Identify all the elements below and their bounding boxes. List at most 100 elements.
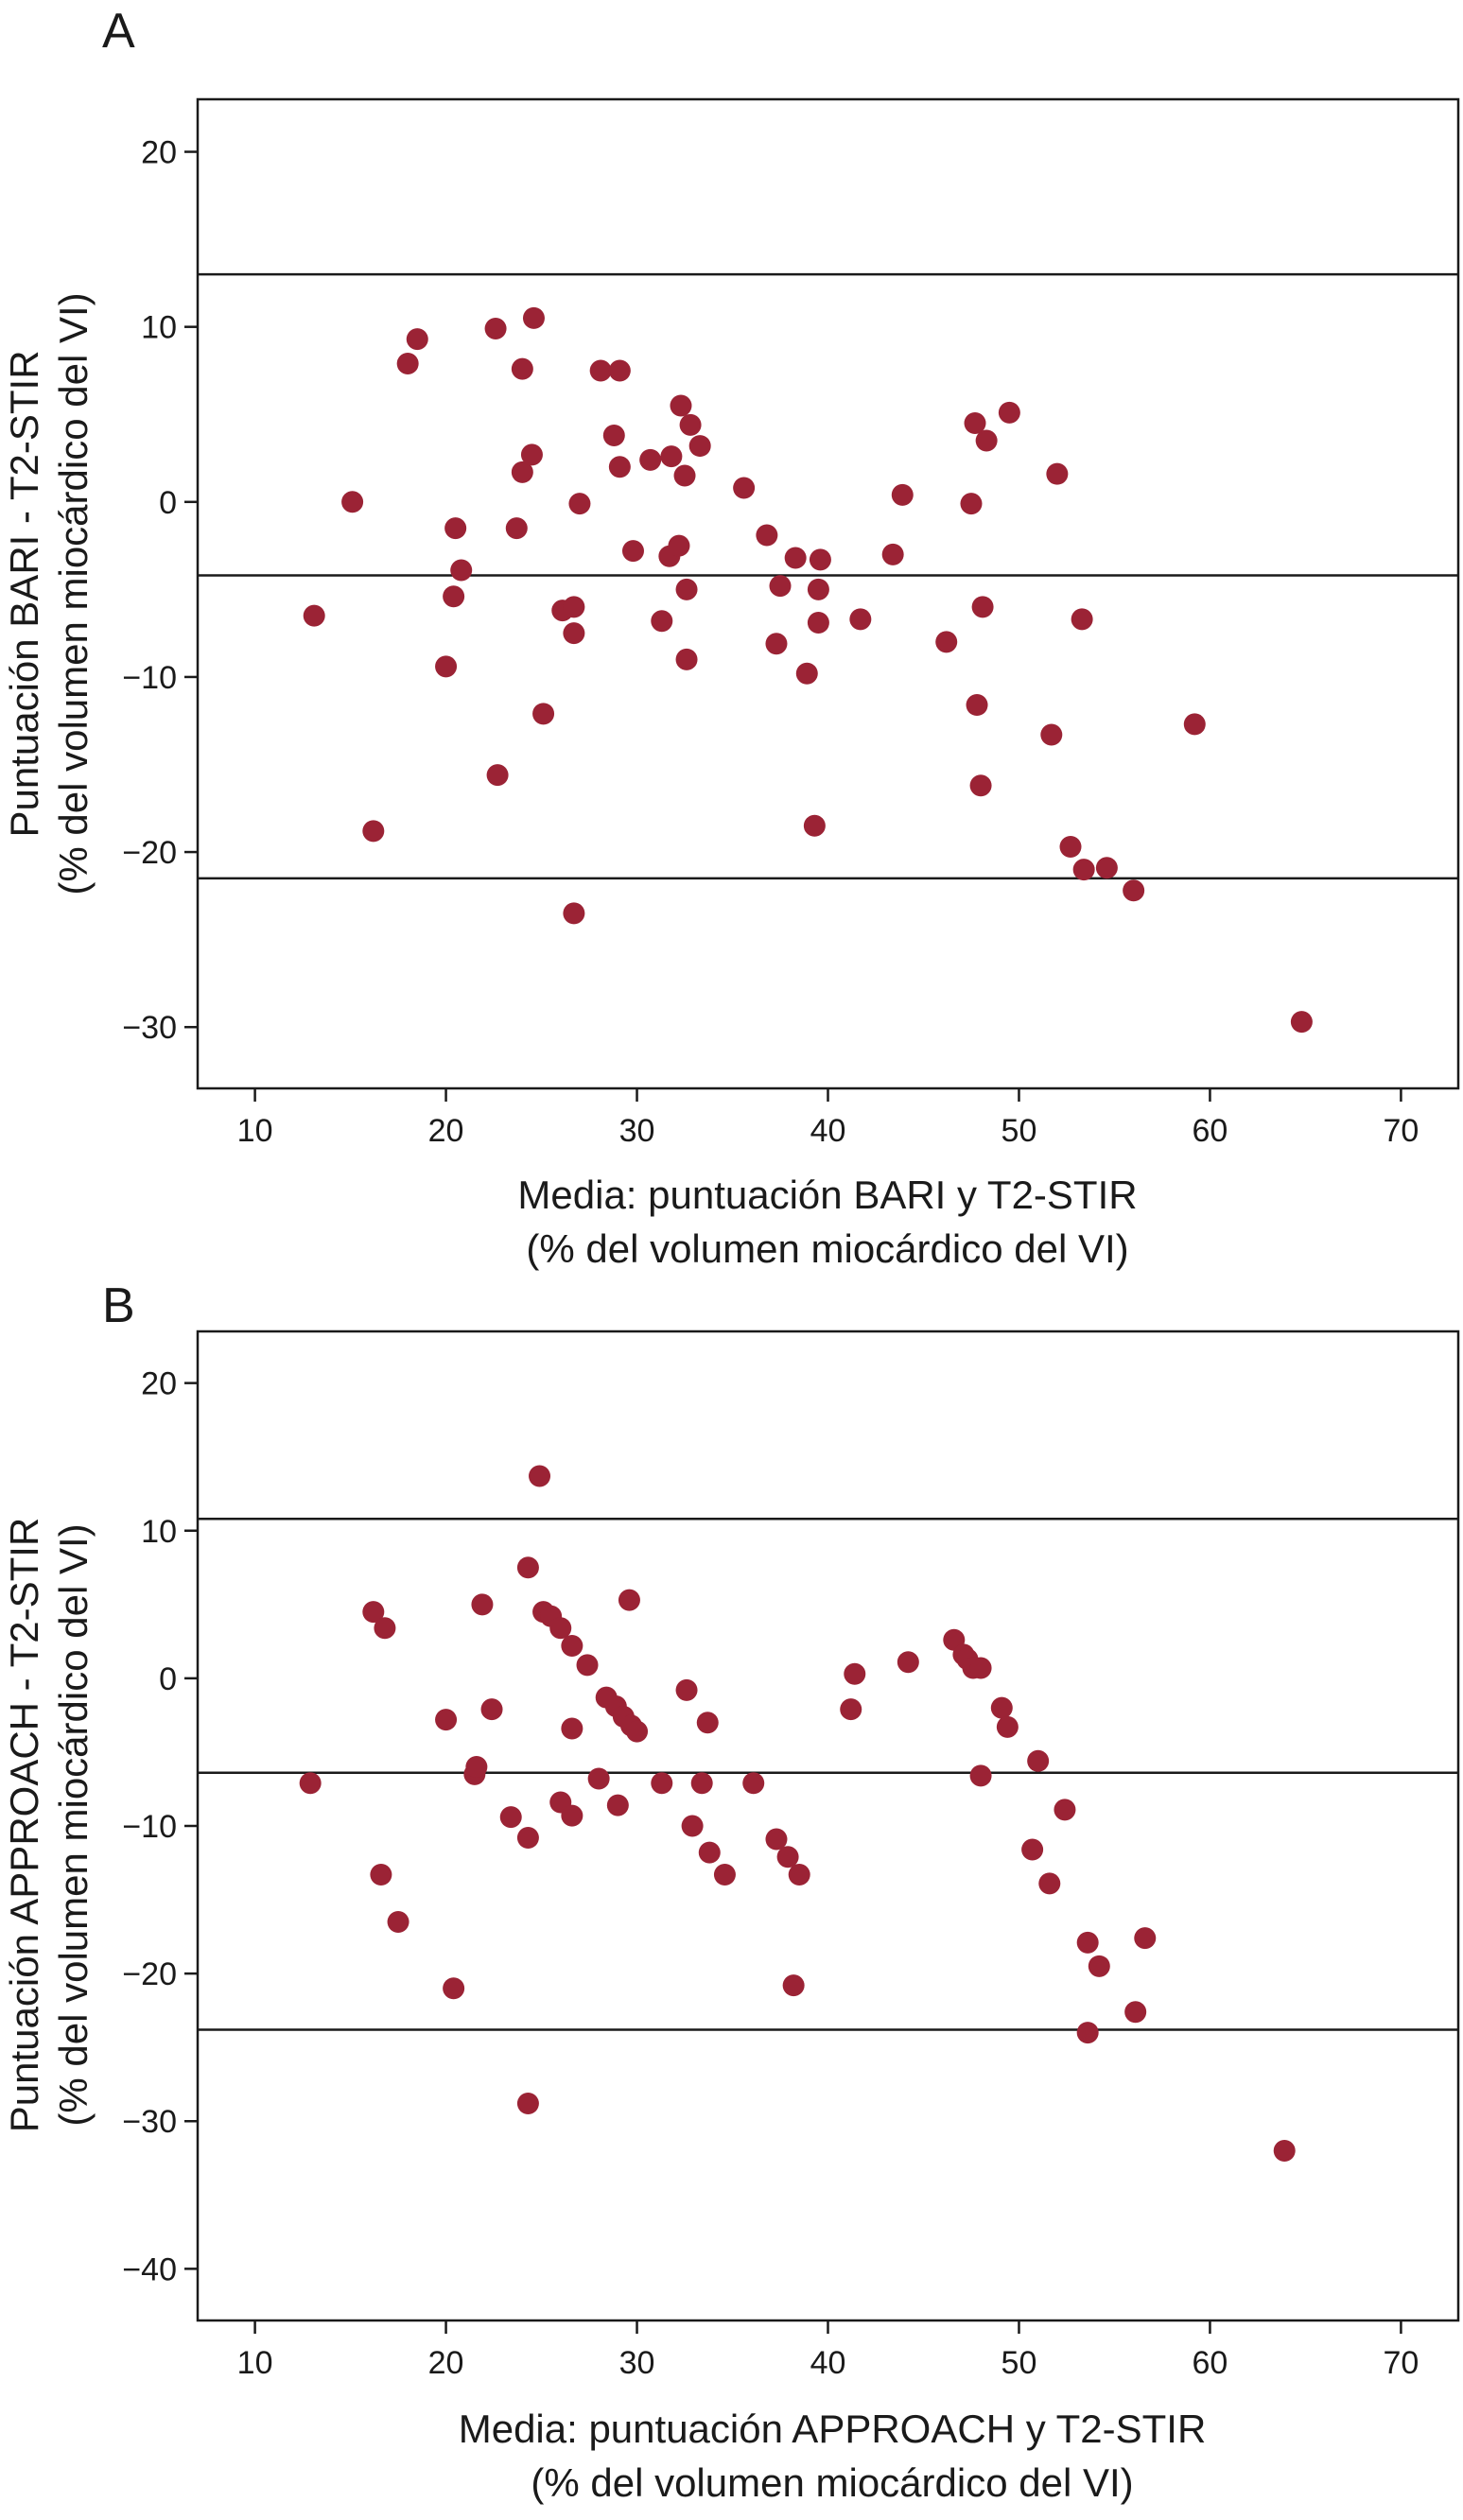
panel-b-data-point <box>549 1617 572 1640</box>
panel-b-x-tick-label: 20 <box>428 2345 464 2381</box>
panel-b-y-tick-label: 10 <box>141 1514 177 1550</box>
panel-a-data-point <box>639 448 662 471</box>
panel-a-data-point <box>520 443 543 466</box>
panel-b-data-point <box>465 1756 488 1779</box>
panel-a-data-point <box>563 622 585 645</box>
panel-a-data-point <box>443 585 465 608</box>
panel-b-data-point <box>742 1772 765 1795</box>
panel-a-x-tick-label: 70 <box>1383 1113 1419 1149</box>
panel-a-x-tick-label: 10 <box>237 1113 273 1149</box>
panel-a-y-title-line1: Puntuación BARI - T2-STIR <box>2 350 46 837</box>
panel-a-data-point <box>303 604 325 627</box>
panel-a-data-point <box>1071 608 1093 631</box>
panel-a-data-point <box>660 445 683 468</box>
panel-b-data-point <box>1076 1931 1099 1954</box>
panel-b-data-point <box>897 1651 919 1674</box>
panel-b-data-point <box>516 1556 539 1579</box>
panel-b-data-point <box>561 1717 583 1740</box>
panel-a-data-point <box>1183 713 1206 736</box>
panel-a-data-point <box>1040 723 1063 746</box>
panel-b-data-point <box>443 1977 465 2000</box>
panel-b-data-point <box>587 1767 610 1790</box>
panel-a-data-point <box>563 596 585 618</box>
panel-b-data-point <box>1038 1872 1061 1895</box>
panel-a-x-axis: 10 20 30 40 50 60 70 <box>237 1088 1419 1149</box>
panel-b-data-point <box>698 1841 721 1864</box>
panel-b-data-point <box>969 1764 992 1787</box>
panel-b-data-point <box>782 1974 805 1997</box>
panel-a-data-point <box>765 633 788 655</box>
panel-a-x-tick-label: 50 <box>1001 1113 1037 1149</box>
panel-b-data-point <box>713 1864 736 1886</box>
panel-b-x-tick-label: 40 <box>810 2345 846 2381</box>
panel-b-x-axis: 10 20 30 40 50 60 70 <box>237 2320 1419 2381</box>
panel-a-data-point <box>532 703 555 725</box>
panel-a-data-point <box>675 648 698 670</box>
panel-a-data-point <box>849 608 872 631</box>
panel-a-data-point <box>935 631 958 653</box>
panel-b-data-point <box>651 1772 673 1795</box>
panel-b-x-tick-label: 60 <box>1193 2345 1228 2381</box>
panel-a-data-point <box>803 814 826 837</box>
panel-b-y-tick-label: 20 <box>141 1366 177 1402</box>
panel-b-data-point <box>516 1826 539 1849</box>
panel-a-data-point <box>511 357 533 380</box>
panel-a-data-point <box>1123 879 1145 902</box>
panel-b-data-point <box>1124 2001 1147 2024</box>
panel-b-data-point <box>765 1828 788 1851</box>
panel-b-data-point <box>996 1715 1019 1738</box>
panel-b-data-point <box>969 1657 992 1679</box>
panel-a-data-point <box>769 575 792 598</box>
panel-a-data-point <box>998 401 1020 424</box>
panel-b-data-point <box>1027 1749 1050 1772</box>
panel-a-data-point <box>362 820 385 843</box>
panel-a-data-point <box>784 547 807 569</box>
panel-b-x-title-line2: (% del volumen miocárdico del VI) <box>531 2460 1133 2505</box>
panel-b-data-point <box>788 1864 810 1886</box>
panel-a-data-point <box>450 559 473 582</box>
panel-a-x-tick-label: 30 <box>619 1113 655 1149</box>
panel-b-y-axis: 20 10 0 −10 −20 −30 −40 <box>122 1366 198 2287</box>
panel-a-data-point <box>608 456 631 478</box>
panel-b-data-point <box>1021 1838 1044 1861</box>
panel-a-data-point <box>679 413 702 436</box>
panel-a-data-point <box>1046 462 1069 485</box>
panel-a-data-point <box>435 655 458 678</box>
panel-b-y-tick-label: −10 <box>122 1809 177 1845</box>
panel-b-x-tick-label: 70 <box>1383 2345 1419 2381</box>
panel-a-data-point <box>960 493 983 515</box>
panel-a-x-tick-label: 20 <box>428 1113 464 1149</box>
panel-b-y-tick-label: −40 <box>122 2251 177 2287</box>
panel-b-y-title-line2: (% del volumen miocárdico del VI) <box>51 1523 96 2126</box>
panel-a-y-tick-label: −10 <box>122 660 177 696</box>
panel-b-data-point <box>529 1465 551 1487</box>
panel-a-data-point <box>511 461 533 483</box>
panel-b-data-point <box>387 1910 409 1933</box>
panel-a-data-point <box>971 596 994 618</box>
panel-b-x-tick-label: 30 <box>619 2345 655 2381</box>
panel-a-data-point <box>673 464 696 487</box>
panel-a-data-point <box>969 774 992 797</box>
panel-b-data-point <box>840 1698 862 1721</box>
panel-b-data-point <box>844 1662 866 1685</box>
panel-a-x-tick-label: 60 <box>1193 1113 1228 1149</box>
panel-a-points <box>303 306 1313 1034</box>
panel-a-y-title-line2: (% del volumen miocárdico del VI) <box>51 292 96 895</box>
panel-a-data-point <box>1072 859 1095 881</box>
panel-a-x-title-line2: (% del volumen miocárdico del VI) <box>526 1226 1128 1271</box>
panel-b-data-point <box>370 1864 392 1886</box>
panel-b-data-point <box>681 1815 704 1837</box>
panel-b-data-point <box>1088 1955 1110 1977</box>
panel-b-data-point <box>990 1696 1013 1719</box>
panel-a-data-point <box>522 306 545 329</box>
panel-b-y-title-line1: Puntuación APPROACH - T2-STIR <box>2 1518 46 2132</box>
panel-a-data-point <box>341 491 364 513</box>
panel-a-data-point <box>1059 836 1082 859</box>
panel-b-data-point <box>471 1593 494 1616</box>
panel-a-data-point <box>675 578 698 600</box>
panel-a-data-point <box>563 902 585 925</box>
panel-a-limit-lines <box>198 272 1458 880</box>
panel-b-data-point <box>675 1678 698 1701</box>
panel-a-y-tick-label: 10 <box>141 310 177 346</box>
